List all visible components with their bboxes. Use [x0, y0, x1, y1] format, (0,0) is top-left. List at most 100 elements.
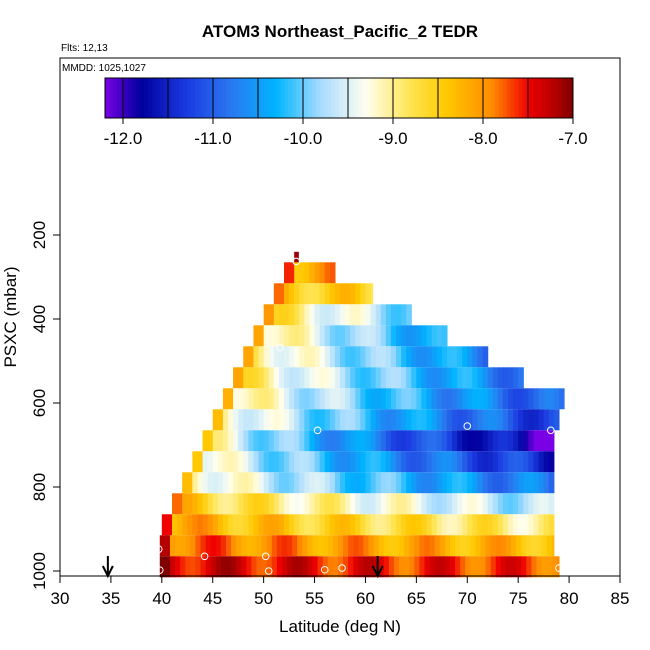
heatmap-cell — [390, 388, 397, 410]
heatmap-cell — [421, 451, 428, 473]
heatmap-cell — [284, 472, 290, 494]
heatmap-cell — [164, 556, 171, 578]
heatmap-cell — [294, 388, 300, 410]
colorbar-tick-label: -12.0 — [104, 129, 143, 148]
heatmap-cell — [231, 535, 237, 557]
heatmap-cell — [431, 367, 438, 389]
heatmap-cell — [246, 556, 253, 578]
heatmap-cell — [263, 451, 270, 473]
heatmap-cell — [390, 430, 397, 452]
date-label: MMDD: 1025,1027 — [62, 63, 146, 74]
heatmap-cell — [215, 535, 222, 557]
heatmap-cell — [334, 493, 341, 515]
colorbar-segment — [420, 78, 426, 118]
heatmap-cell — [299, 514, 305, 536]
heatmap-cell — [207, 430, 214, 452]
heatmap-cell — [533, 472, 540, 494]
heatmap-cell — [495, 556, 502, 578]
heatmap-cell — [355, 472, 361, 494]
sample-point — [264, 567, 273, 575]
heatmap-cell — [243, 430, 249, 452]
heatmap-cell — [492, 367, 499, 389]
heatmap-cell — [197, 472, 204, 494]
heatmap-cell — [416, 367, 423, 389]
heatmap-cell — [477, 430, 484, 452]
heatmap-cell — [452, 430, 458, 452]
heatmap-cell — [396, 451, 402, 473]
heatmap-cell — [233, 388, 239, 410]
heatmap-cell — [370, 409, 377, 431]
heatmap-cell — [439, 535, 446, 557]
heatmap-cell — [225, 556, 232, 578]
heatmap-cell — [401, 430, 407, 452]
heatmap-cell — [426, 514, 433, 536]
heatmap-cell — [222, 409, 229, 431]
heatmap-cell — [258, 346, 265, 368]
heatmap-cell — [340, 514, 346, 536]
heatmap-cell — [516, 535, 522, 557]
heatmap-cell — [345, 472, 351, 494]
heatmap-cell — [457, 514, 463, 536]
heatmap-cell — [543, 430, 550, 452]
heatmap-cell — [202, 493, 209, 515]
heatmap-cell — [329, 430, 336, 452]
heatmap-cell — [319, 493, 326, 515]
heatmap-cell — [500, 556, 507, 578]
heatmap-cell — [297, 535, 303, 557]
heatmap-cell — [340, 493, 346, 515]
heatmap-cell — [434, 556, 441, 578]
heatmap-cell — [314, 451, 321, 473]
heatmap-cell — [345, 430, 351, 452]
heatmap-cell — [497, 493, 504, 515]
heatmap-cell — [197, 514, 204, 536]
heatmap-cell — [370, 325, 377, 347]
heatmap-cell — [309, 388, 316, 410]
heatmap-cell — [513, 409, 519, 431]
heatmap-cell — [309, 514, 316, 536]
heatmap-cell — [528, 451, 535, 473]
heatmap-cell — [261, 556, 268, 578]
heatmap-cell — [462, 430, 468, 452]
heatmap-cell — [246, 535, 253, 557]
heatmap-cell — [273, 451, 280, 473]
heatmap-cell — [304, 451, 311, 473]
heatmap-cell — [278, 493, 285, 515]
heatmap-cell — [467, 451, 473, 473]
sample-point — [200, 552, 209, 561]
colorbar-segment — [128, 78, 133, 118]
heatmap-cell — [253, 514, 260, 536]
colorbar-segment — [268, 78, 274, 118]
heatmap-cell — [294, 430, 300, 452]
colorbar-segment — [565, 78, 570, 118]
heatmap-cell — [273, 346, 280, 368]
heatmap-cell — [324, 346, 331, 368]
heatmap-cell — [393, 535, 400, 557]
heatmap-cell — [470, 535, 477, 557]
heatmap-cell — [294, 493, 300, 515]
heatmap-cell — [396, 367, 402, 389]
heatmap-cell — [236, 535, 242, 557]
heatmap-cell — [233, 514, 239, 536]
heatmap-cell — [355, 514, 361, 536]
heatmap-cell — [261, 535, 268, 557]
heatmap-cell — [406, 430, 412, 452]
heatmap-cell — [228, 430, 234, 452]
heatmap-cell — [210, 556, 217, 578]
heatmap-cell — [276, 535, 283, 557]
heatmap-cell — [523, 430, 529, 452]
heatmap-cell — [508, 493, 514, 515]
x-tick-label: 50 — [254, 589, 273, 608]
heatmap-cell — [324, 430, 331, 452]
heatmap-cell — [263, 367, 270, 389]
heatmap-cell — [406, 367, 412, 389]
colorbar-segment — [370, 78, 375, 118]
colorbar-segment — [327, 78, 332, 118]
colorbar-segment — [510, 78, 515, 118]
heatmap-cell — [222, 493, 229, 515]
heatmap-cell — [452, 514, 458, 536]
x-axis: 30 35 40 45 50 55 60 65 70 75 80 85 — [51, 576, 629, 608]
heatmap-cell — [541, 556, 548, 578]
heatmap-cell — [406, 493, 412, 515]
x-tick-label: 35 — [101, 589, 120, 608]
